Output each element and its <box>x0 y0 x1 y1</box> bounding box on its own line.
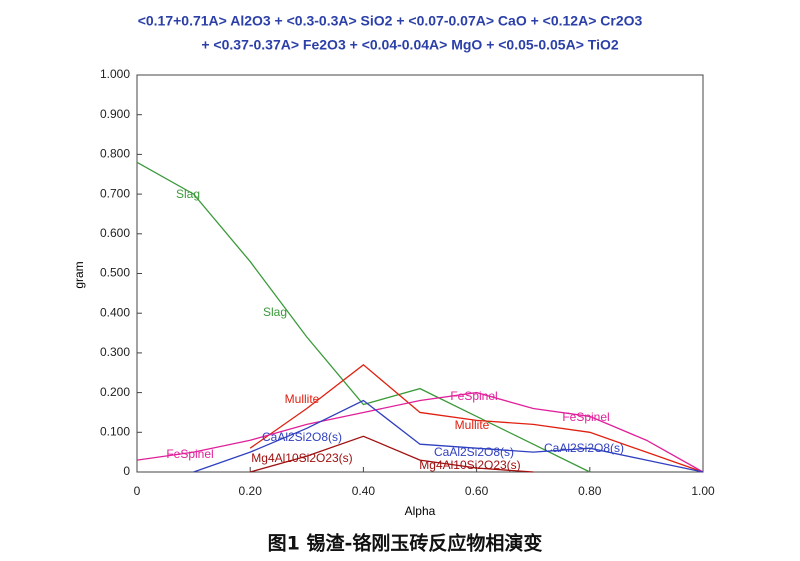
y-tick-label: 0.100 <box>100 424 130 438</box>
series-label: FeSpinel <box>450 389 497 403</box>
series-label: Slag <box>263 305 287 319</box>
series-line <box>193 399 704 473</box>
y-tick-label: 0.800 <box>100 147 130 161</box>
x-tick-label: 0 <box>134 484 141 498</box>
caption: 图1 锡渣-铬刚玉砖反应物相演变 <box>268 532 543 555</box>
series-label: CaAl2Si2O8(s) <box>262 430 342 444</box>
x-axis-label: Alpha <box>405 504 436 518</box>
x-tick-label: 1.00 <box>691 484 715 498</box>
series-label: Mullite <box>455 418 490 432</box>
series-label: CaAl2Si2O8(s) <box>544 441 624 455</box>
series-line <box>136 391 704 473</box>
y-tick-label: 0.500 <box>100 266 130 280</box>
y-tick-label: 0.400 <box>100 305 130 319</box>
x-tick-label: 0.40 <box>352 484 376 498</box>
y-tick-label: 0.300 <box>100 345 130 359</box>
y-tick-label: 1.000 <box>100 67 130 81</box>
y-tick-label: 0 <box>123 464 130 478</box>
y-tick-label: 0.200 <box>100 385 130 399</box>
series-label: Mullite <box>285 392 320 406</box>
x-tick-label: 0.20 <box>239 484 263 498</box>
chart-subtitle: + <0.37-0.37A> Fe2O3 + <0.04-0.04A> MgO … <box>201 37 618 53</box>
series-line <box>136 161 591 473</box>
series-line <box>250 435 534 473</box>
series-label: CaAl2Si2O8(s) <box>434 445 514 459</box>
y-tick-label: 0.700 <box>100 186 130 200</box>
series-line <box>249 363 704 473</box>
y-tick-label: 0.600 <box>100 226 130 240</box>
x-tick-label: 0.80 <box>578 484 602 498</box>
series-label: Mg4Al10Si2O23(s) <box>251 451 352 465</box>
series-label: FeSpinel <box>562 410 609 424</box>
y-axis-label: gram <box>72 261 86 288</box>
x-tick-label: 0.60 <box>465 484 489 498</box>
y-tick-label: 0.900 <box>100 107 130 121</box>
chart-title: <0.17+0.71A> Al2O3 + <0.3-0.3A> SiO2 + <… <box>138 13 643 29</box>
series-label: Mg4Al10Si2O23(s) <box>419 458 520 472</box>
series-label: Slag <box>176 187 200 201</box>
series-label: FeSpinel <box>166 447 213 461</box>
